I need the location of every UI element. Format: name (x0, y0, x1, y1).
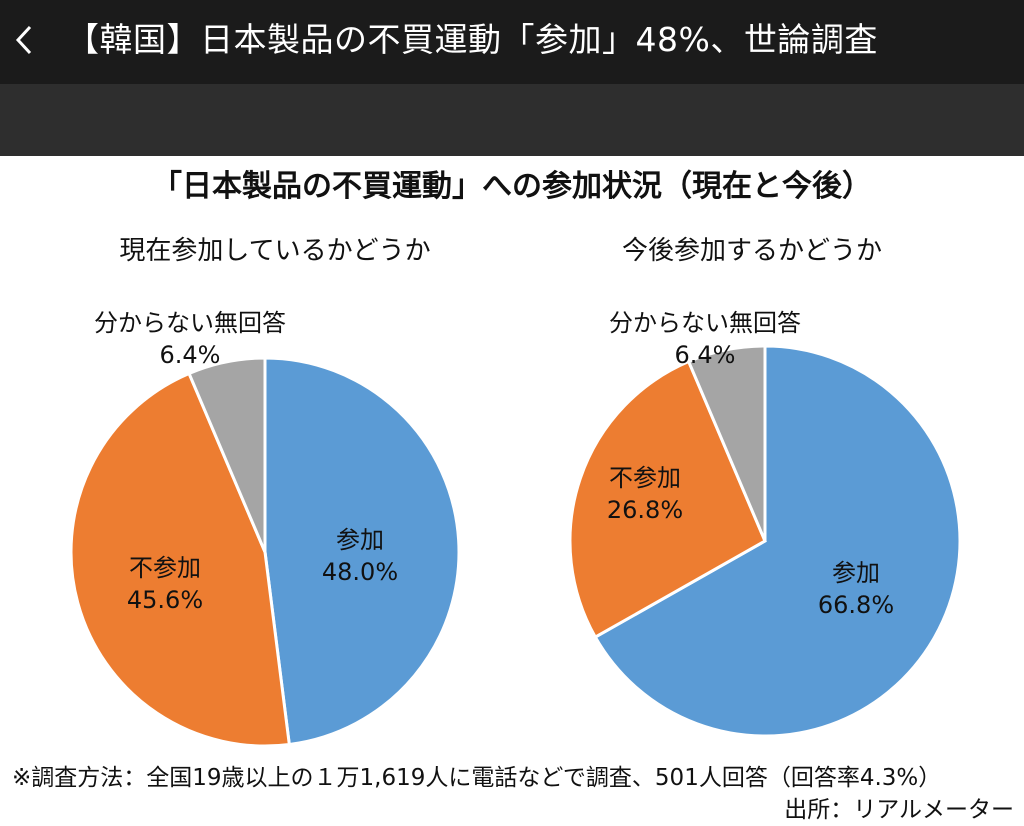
toolbar-strip (0, 84, 1024, 156)
pie-1-subtitle: 現在参加しているかどうか (119, 236, 430, 266)
source-note: 出所：リアルメーター (784, 797, 1014, 823)
pie-1-value-participate: 48.0% (322, 558, 398, 586)
pie-2-slice-not_participate (568, 359, 767, 640)
pie-2-value-unknown: 6.4% (675, 341, 736, 369)
pie-2-value-not_participate: 26.8% (607, 496, 683, 524)
pie-charts: 「日本製品の不買運動」への参加状況（現在と今後） 現在参加しているかどうか 今後… (69, 169, 962, 748)
pie-2-subtitle: 今後参加するかどうか (622, 236, 882, 266)
pie-2-label-unknown: 分からない無回答 (609, 309, 801, 337)
pie-1-label-participate: 参加 (336, 526, 384, 554)
back-chevron-icon[interactable] (10, 18, 38, 62)
pie-2-slice-participate (593, 344, 962, 738)
pie-1-slice-unknown (187, 356, 267, 553)
pie-2-slice-unknown (686, 344, 767, 542)
chart-title: 「日本製品の不買運動」への参加状況（現在と今後） (152, 169, 872, 204)
pie-1-slice-participate (263, 356, 461, 747)
pie-1-value-unknown: 6.4% (160, 341, 221, 369)
pie-1-slice-not_participate (69, 371, 291, 748)
survey-footnote: ※調査方法：全国19歳以上の１万1,619人に電話などで調査、501人回答（回答… (12, 765, 942, 791)
pie-2-value-participate: 66.8% (818, 591, 894, 619)
pies-group: 参加 48.0% 不参加 45.6% 分からない無回答 6.4% 参加 66.8% 不参加 26.… (69, 309, 962, 748)
pie-1-label-not_participate: 不参加 (129, 554, 201, 582)
article-title: 【韓国】日本製品の不買運動「参加」48%、世論調査 (66, 20, 878, 59)
pie-2-label-participate: 参加 (832, 559, 880, 587)
pie-1-label-unknown: 分からない無回答 (94, 309, 286, 337)
pie-1-value-not_participate: 45.6% (127, 586, 203, 614)
pie-2-label-not_participate: 不参加 (609, 464, 681, 492)
chart-figure: 「日本製品の不買運動」への参加状況（現在と今後） 現在参加しているかどうか 今後… (0, 156, 1024, 816)
top-bar: 【韓国】日本製品の不買運動「参加」48%、世論調査 (0, 0, 1024, 84)
